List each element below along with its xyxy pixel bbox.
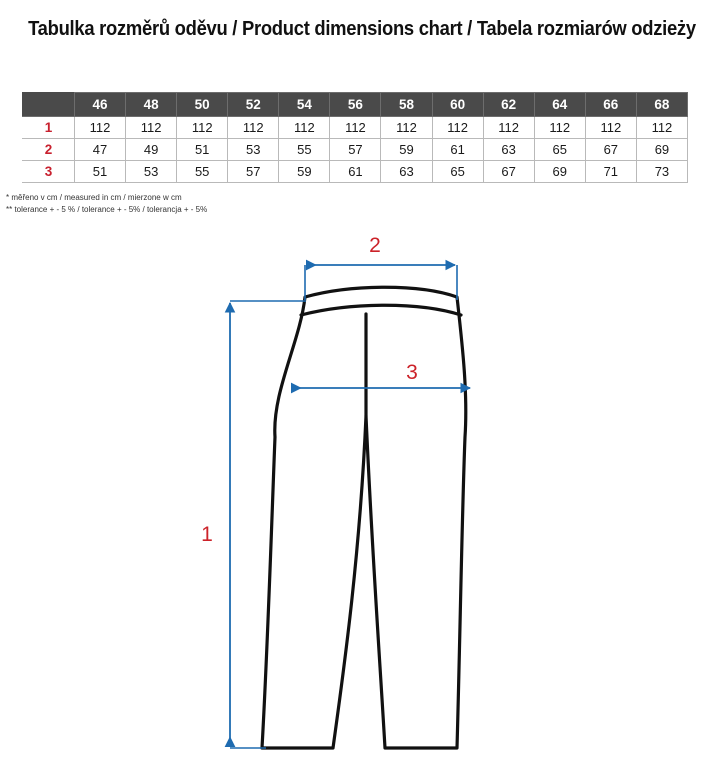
- column-header-64: 64: [533, 92, 586, 117]
- cell-r1-c68: 112: [635, 116, 689, 139]
- row-label-2: 2: [22, 138, 75, 161]
- column-header-52: 52: [227, 92, 280, 117]
- column-header-60: 60: [431, 92, 484, 117]
- cell-r2-c62: 63: [482, 138, 535, 161]
- dimension-marker-1: 1: [201, 300, 306, 749]
- column-header-48: 48: [125, 92, 178, 117]
- cell-r3-c48: 53: [125, 160, 178, 183]
- footnote-measured-in-cm: * měřeno v cm / measured in cm / mierzon…: [6, 193, 182, 202]
- table-row: 2 47 49 51 53 55 57 59 61 63 65 67 69: [22, 138, 689, 161]
- size-table: 46 48 50 52 54 56 58 60 62 64 66 68 1 11…: [22, 92, 689, 183]
- column-header-66: 66: [584, 92, 637, 117]
- footnote-tolerance: ** tolerance + - 5 % / tolerance + - 5% …: [6, 204, 208, 214]
- cell-r3-c66: 71: [584, 160, 637, 183]
- cell-r3-c56: 61: [329, 160, 382, 183]
- waistband-seam: [299, 303, 463, 317]
- cell-r3-c46: 51: [73, 160, 127, 183]
- row-label-3: 3: [22, 160, 75, 183]
- cell-r2-c52: 53: [227, 138, 280, 161]
- cell-r1-c50: 112: [176, 116, 229, 139]
- table-row: 3 51 53 55 57 59 61 63 65 67 69 71 73: [22, 160, 689, 183]
- row-label-1: 1: [22, 116, 75, 139]
- dimension-label-1: 1: [201, 523, 213, 546]
- cell-r2-c66: 67: [584, 138, 637, 161]
- cell-r2-c64: 65: [533, 138, 586, 161]
- cell-r2-c56: 57: [329, 138, 382, 161]
- dimension-marker-2: 2: [304, 234, 458, 300]
- column-header-62: 62: [482, 92, 535, 117]
- trousers-silhouette: [260, 285, 468, 750]
- size-table-container: 46 48 50 52 54 56 58 60 62 64 66 68 1 11…: [22, 92, 689, 183]
- cell-r3-c58: 63: [380, 160, 433, 183]
- cell-r3-c50: 55: [176, 160, 229, 183]
- column-header-54: 54: [278, 92, 331, 117]
- table-corner-cell: [22, 92, 75, 117]
- cell-r2-c60: 61: [431, 138, 484, 161]
- dimension-label-3: 3: [406, 361, 418, 384]
- table-row: 1 112 112 112 112 112 112 112 112 112 11…: [22, 116, 689, 139]
- cell-r3-c54: 59: [278, 160, 331, 183]
- trousers-outline: [260, 285, 468, 750]
- cell-r1-c66: 112: [584, 116, 637, 139]
- dimension-marker-3: 3: [290, 361, 472, 394]
- cell-r3-c52: 57: [227, 160, 280, 183]
- cell-r1-c54: 112: [278, 116, 331, 139]
- cell-r1-c52: 112: [227, 116, 280, 139]
- cell-r3-c62: 67: [482, 160, 535, 183]
- cell-r1-c64: 112: [533, 116, 586, 139]
- dimension-label-2: 2: [369, 234, 381, 257]
- column-header-46: 46: [73, 92, 127, 117]
- column-header-58: 58: [380, 92, 433, 117]
- column-header-56: 56: [329, 92, 382, 117]
- cell-r2-c46: 47: [73, 138, 127, 161]
- column-header-68: 68: [635, 92, 689, 117]
- cell-r3-c60: 65: [431, 160, 484, 183]
- cell-r1-c60: 112: [431, 116, 484, 139]
- column-header-50: 50: [176, 92, 229, 117]
- garment-diagram: 2 3 1: [0, 222, 702, 766]
- page-title: Tabulka rozměrů oděvu / Product dimensio…: [28, 18, 696, 40]
- cell-r2-c58: 59: [380, 138, 433, 161]
- cell-r1-c62: 112: [482, 116, 535, 139]
- cell-r2-c68: 69: [635, 138, 689, 161]
- table-body: 1 112 112 112 112 112 112 112 112 112 11…: [22, 116, 689, 183]
- cell-r1-c48: 112: [125, 116, 178, 139]
- footnotes: * měřeno v cm / measured in cm / mierzon…: [6, 192, 207, 215]
- cell-r3-c64: 69: [533, 160, 586, 183]
- cell-r2-c54: 55: [278, 138, 331, 161]
- table-header-row: 46 48 50 52 54 56 58 60 62 64 66 68: [22, 92, 689, 117]
- cell-r3-c68: 73: [635, 160, 689, 183]
- cell-r1-c46: 112: [73, 116, 127, 139]
- cell-r2-c48: 49: [125, 138, 178, 161]
- cell-r2-c50: 51: [176, 138, 229, 161]
- cell-r1-c56: 112: [329, 116, 382, 139]
- table-header: 46 48 50 52 54 56 58 60 62 64 66 68: [22, 92, 689, 117]
- cell-r1-c58: 112: [380, 116, 433, 139]
